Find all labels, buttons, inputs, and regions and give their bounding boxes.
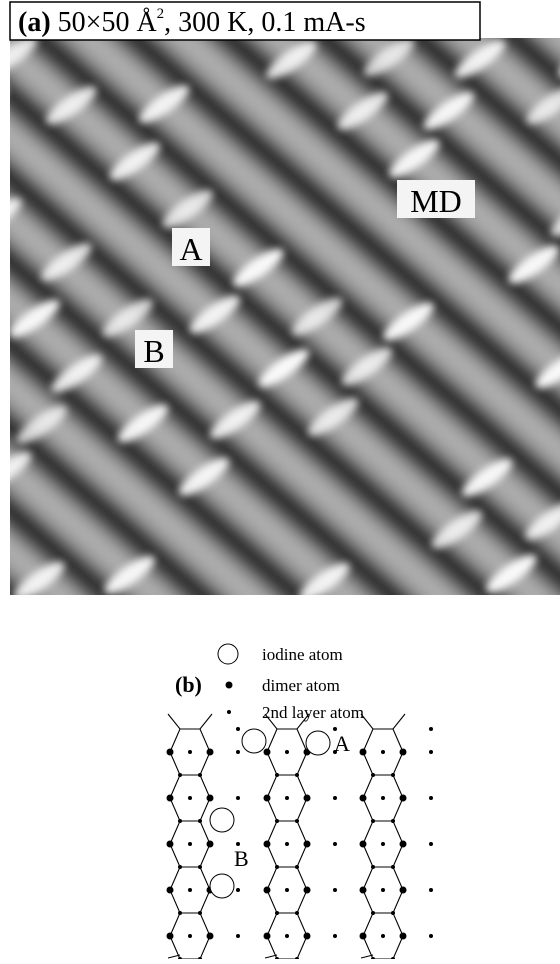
legend-text: 2nd layer atom (262, 703, 364, 722)
panel-a-caption: (a) 50×50 Å2, 300 K, 0.1 mA-s (18, 6, 366, 38)
marker: B (234, 846, 249, 871)
page: (a) 50×50 Å2, 300 K, 0.1 mA-s A B MD iod… (0, 0, 560, 959)
legend-text: dimer atom (262, 676, 340, 695)
lattice (167, 714, 434, 959)
legend-dimer (226, 682, 233, 689)
marker: A (179, 231, 202, 267)
marker: MD (410, 183, 462, 219)
stm-image (0, 0, 560, 700)
legend-2nd-layer (227, 710, 231, 714)
caption-text: 50×50 Å (58, 7, 158, 38)
caption-sup: 2 (157, 6, 165, 22)
panel-label: (a) (18, 7, 51, 38)
iodine-atoms (210, 729, 330, 898)
marker: A (334, 731, 350, 756)
legend-iodine (218, 644, 238, 664)
panel-label: (b) (175, 672, 202, 697)
marker: B (143, 333, 164, 369)
legend-text: iodine atom (262, 645, 343, 664)
caption-rest: , 300 K, 0.1 mA-s (164, 7, 365, 38)
figure: (a) 50×50 Å2, 300 K, 0.1 mA-s A B MD iod… (0, 0, 560, 959)
